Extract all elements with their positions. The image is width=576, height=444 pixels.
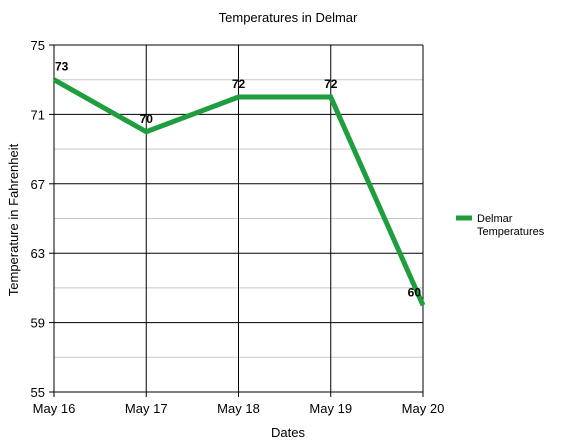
data-labels: 73 70 72 72 60 <box>55 60 421 300</box>
x-axis-label: Dates <box>271 425 305 440</box>
y-axis-ticks: 55 59 63 67 71 75 <box>31 38 54 400</box>
data-label: 70 <box>140 112 154 126</box>
x-axis-ticks: May 16 May 17 May 18 May 19 May 20 <box>33 392 445 416</box>
x-tick-label: May 17 <box>125 401 168 416</box>
data-label: 73 <box>55 60 69 74</box>
series-line-delmar <box>52 77 426 307</box>
y-tick-label: 59 <box>31 316 45 331</box>
x-tick-label: May 20 <box>402 401 445 416</box>
legend-label: Delmar Temperatures <box>477 213 545 238</box>
y-tick-label: 63 <box>31 246 45 261</box>
legend: Delmar Temperatures <box>456 213 545 238</box>
x-tick-label: May 19 <box>309 401 352 416</box>
legend-label-line: Temperatures <box>477 226 545 238</box>
y-tick-label: 55 <box>31 385 45 400</box>
y-axis-label: Temperature in Fahrenheit <box>6 143 21 296</box>
y-tick-label: 75 <box>31 38 45 53</box>
legend-label-line: Delmar <box>477 213 513 225</box>
x-tick-label: May 18 <box>217 401 260 416</box>
data-label: 60 <box>408 285 422 299</box>
y-tick-label: 71 <box>31 107 45 122</box>
x-tick-label: May 16 <box>33 401 76 416</box>
data-label: 72 <box>232 77 246 91</box>
chart-title: Temperatures in Delmar <box>219 10 358 25</box>
data-label: 72 <box>324 77 338 91</box>
y-tick-label: 67 <box>31 177 45 192</box>
